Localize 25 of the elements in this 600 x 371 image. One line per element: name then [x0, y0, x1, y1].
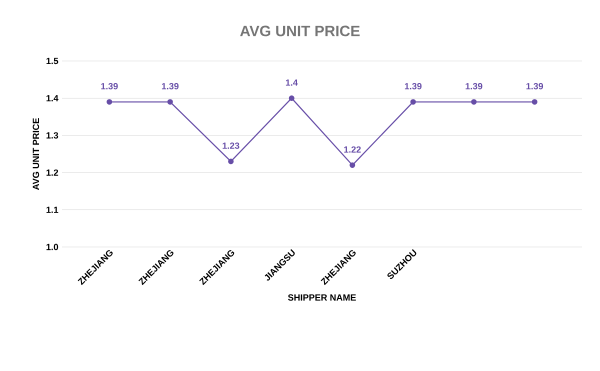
point: [350, 162, 356, 168]
data-label: 1.39: [526, 82, 544, 90]
y-tick-label: 1.2: [46, 169, 58, 176]
y-tick-label: 1.1: [46, 206, 58, 213]
x-axis-title: SHIPPER NAME: [288, 294, 356, 301]
y-tick-label: 1.0: [46, 244, 58, 250]
point: [167, 99, 173, 105]
data-label: 1.39: [466, 82, 482, 90]
y-tick-label: 1.4: [46, 95, 58, 102]
y-axis-title: AVG UNIT PRICE: [32, 118, 40, 190]
point: [532, 99, 538, 105]
point: [106, 99, 112, 105]
point: [471, 99, 477, 105]
data-label: 1.39: [162, 82, 179, 90]
point: [228, 158, 234, 164]
y-tick-label: 1.3: [46, 132, 58, 139]
chart-title: AVG UNIT PRICE: [240, 26, 360, 36]
data-label: 1.39: [101, 82, 118, 90]
y-tick-label: 1.5: [46, 58, 58, 64]
data-label: 1.39: [404, 82, 422, 90]
point: [410, 99, 416, 105]
point: [288, 95, 294, 101]
data-label: 1.23: [222, 142, 240, 149]
data-label: 1.22: [344, 146, 361, 153]
data-label: 1.4: [286, 79, 298, 86]
